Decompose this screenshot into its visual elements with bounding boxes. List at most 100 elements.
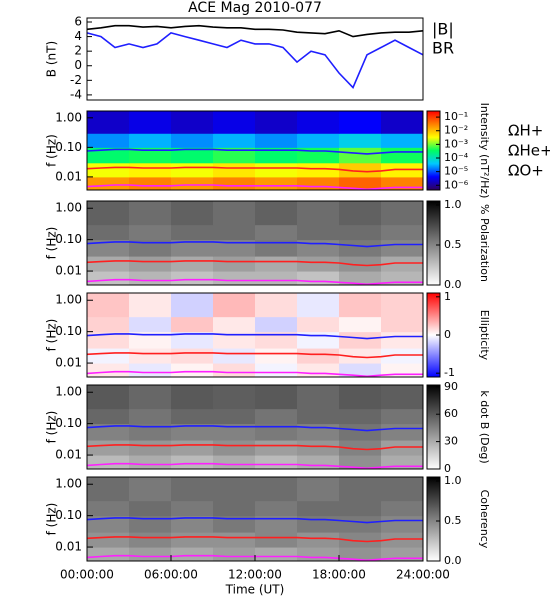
heatmap-cell: [171, 348, 214, 364]
colorbar-tick-label: 1: [444, 290, 451, 303]
line-series: [86, 32, 424, 90]
plot-frame: [86, 292, 424, 378]
x-tick-label: 06:00:00: [144, 568, 198, 582]
heatmap-cell: [255, 515, 298, 533]
y-tick-label: 0.10: [55, 140, 82, 154]
heatmap-cell: [297, 477, 340, 502]
y-axis-label: f (Hz): [45, 503, 59, 536]
colorbar-tick-label: 0.0: [444, 278, 462, 291]
gyrofrequency-line: [86, 148, 423, 155]
heatmap-cell: [381, 293, 424, 318]
heatmap-cell: [339, 224, 382, 241]
heatmap-cell: [297, 271, 340, 286]
gyrofrequency-line: [86, 166, 423, 173]
legend-entry: ΩH+: [508, 122, 543, 140]
heatmap-cell: [297, 239, 340, 257]
plot-frame: [86, 384, 424, 470]
heatmap-cell: [129, 532, 172, 548]
colorbar-label: Intensity (nT²/Hz): [478, 103, 491, 199]
colorbar: [426, 384, 441, 470]
y-axis-label: f (Hz): [45, 227, 59, 260]
heatmap-cell: [339, 385, 382, 410]
colorbar: [426, 200, 441, 286]
heatmap-cell: [339, 176, 382, 191]
heatmap-cell: [339, 455, 382, 470]
heatmap-cell: [171, 111, 214, 134]
y-tick-label: 0: [74, 58, 82, 72]
heatmap-cell: [213, 224, 256, 241]
heatmap-cell: [339, 477, 382, 502]
heatmap-cell: [339, 348, 382, 364]
heatmap-cell: [213, 201, 256, 226]
colorbar-tick-label: 10⁻³: [444, 137, 468, 150]
heatmap-cell: [297, 316, 340, 333]
heatmap-cell: [255, 385, 298, 410]
heatmap-cell: [255, 147, 298, 164]
colorbar-tick-label: 30: [444, 435, 458, 448]
heatmap-cell: [129, 293, 172, 318]
chart-title: ACE Mag 2010-077: [188, 0, 322, 16]
heatmap-cell: [255, 201, 298, 226]
heatmap-cell: [297, 147, 340, 164]
heatmap-cell: [87, 201, 130, 226]
heatmap-cell: [213, 162, 256, 178]
plot-frame: [86, 200, 424, 286]
heatmap-cell: [87, 271, 130, 286]
heatmap-cell: [171, 440, 214, 456]
heatmap-cell: [255, 363, 298, 378]
y-tick-label: 0.10: [55, 324, 82, 338]
heatmap-cell: [339, 500, 382, 517]
colorbar-tick-label: 0.5: [444, 238, 462, 251]
colorbar: [426, 110, 441, 191]
heatmap-cell: [381, 477, 424, 502]
heatmap-cell: [171, 239, 214, 257]
gyrofrequency-line: [86, 241, 423, 248]
heatmap-cell: [213, 133, 256, 148]
heatmap-cell: [339, 547, 382, 562]
heatmap-cell: [171, 500, 214, 517]
heatmap-cell: [87, 440, 130, 456]
heatmap-cell: [381, 224, 424, 241]
gyrofrequency-line: [86, 370, 423, 378]
heatmap-cell: [171, 316, 214, 333]
heatmap-cell: [213, 147, 256, 164]
heatmap-cell: [87, 293, 130, 318]
heatmap-cell: [297, 515, 340, 533]
y-tick-label: -2: [70, 73, 82, 87]
heatmap-cell: [297, 256, 340, 272]
heatmap-cell: [255, 477, 298, 502]
heatmap-cell: [339, 532, 382, 548]
heatmap-cell: [255, 348, 298, 364]
heatmap-cell: [213, 440, 256, 456]
heatmap-cell: [297, 162, 340, 178]
heatmap-cell: [171, 293, 214, 318]
heatmap-cell: [171, 385, 214, 410]
y-axis-label: f (Hz): [45, 411, 59, 444]
heatmap-cell: [87, 111, 130, 134]
heatmap-cell: [297, 111, 340, 134]
y-tick-label: 1.00: [55, 293, 82, 307]
heatmap-cell: [129, 331, 172, 349]
heatmap-cell: [129, 133, 172, 148]
heatmap-cell: [381, 423, 424, 441]
gyrofrequency-line: [86, 333, 423, 340]
heatmap-cell: [129, 201, 172, 226]
y-tick-label: 2: [74, 44, 82, 58]
y-axis-label: f (Hz): [45, 319, 59, 352]
y-tick-label: 0.10: [55, 416, 82, 430]
heatmap-cell: [381, 385, 424, 410]
heatmap-cell: [171, 176, 214, 191]
heatmap-cell: [213, 331, 256, 349]
heatmap-cell: [87, 256, 130, 272]
heatmap-cell: [381, 133, 424, 148]
heatmap-cell: [213, 547, 256, 562]
heatmap-cell: [87, 500, 130, 517]
heatmap-cell: [339, 133, 382, 148]
heatmap-cell: [339, 316, 382, 333]
heatmap-cell: [255, 293, 298, 318]
y-tick-label: 1.00: [55, 477, 82, 491]
colorbar-tick-label: 10⁻⁵: [444, 165, 468, 178]
colorbar-label: k dot B (Deg): [478, 390, 491, 463]
heatmap-cell: [171, 408, 214, 425]
line-series: [86, 24, 424, 38]
